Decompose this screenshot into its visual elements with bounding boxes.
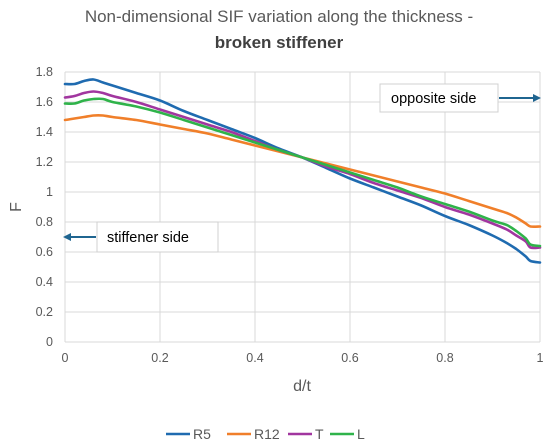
chart-subtitle: broken stiffener	[215, 33, 344, 52]
y-tick-label: 0.8	[36, 215, 53, 229]
legend-label-r5: R5	[193, 426, 211, 442]
y-tick-label: 0.2	[36, 305, 53, 319]
legend-label-r12: R12	[254, 426, 280, 442]
y-tick-label: 0	[46, 335, 53, 349]
x-tick-label: 0	[62, 351, 69, 365]
y-axis-title: F	[8, 202, 25, 212]
y-tick-label: 1.6	[36, 95, 53, 109]
y-tick-label: 1.8	[36, 65, 53, 79]
y-tick-label: 1.2	[36, 155, 53, 169]
gridlines	[64, 71, 541, 343]
stiffener-side-callout-box	[96, 221, 219, 253]
legend-label-l: L	[357, 426, 365, 442]
x-tick-label: 0.8	[436, 351, 453, 365]
y-tick-labels: 0 0.2 0.4 0.6 0.8 1 1.2 1.4 1.6 1.8	[36, 65, 53, 349]
y-tick-label: 0.6	[36, 245, 53, 259]
y-tick-label: 0.4	[36, 275, 53, 289]
stiffener-side-arrowhead-icon	[63, 233, 71, 241]
y-tick-label: 1	[46, 185, 53, 199]
x-tick-labels: 0 0.2 0.4 0.6 0.8 1	[62, 351, 544, 365]
opposite-side-callout-box	[379, 83, 499, 113]
opposite-side-label: opposite side	[391, 91, 476, 107]
x-axis-title: d/t	[293, 378, 311, 395]
opposite-side-arrowhead-icon	[533, 94, 541, 102]
chart-title: Non-dimensional SIF variation along the …	[85, 7, 473, 26]
stiffener-side-label: stiffener side	[107, 230, 189, 246]
x-tick-label: 0.4	[246, 351, 263, 365]
series-line-l	[63, 97, 542, 248]
legend: R5 R12 T L	[166, 426, 365, 442]
x-tick-label: 0.2	[151, 351, 168, 365]
x-tick-label: 0.6	[341, 351, 358, 365]
y-tick-label: 1.4	[36, 125, 53, 139]
series-lines	[63, 78, 542, 264]
x-tick-label: 1	[537, 351, 544, 365]
legend-label-t: T	[315, 426, 324, 442]
